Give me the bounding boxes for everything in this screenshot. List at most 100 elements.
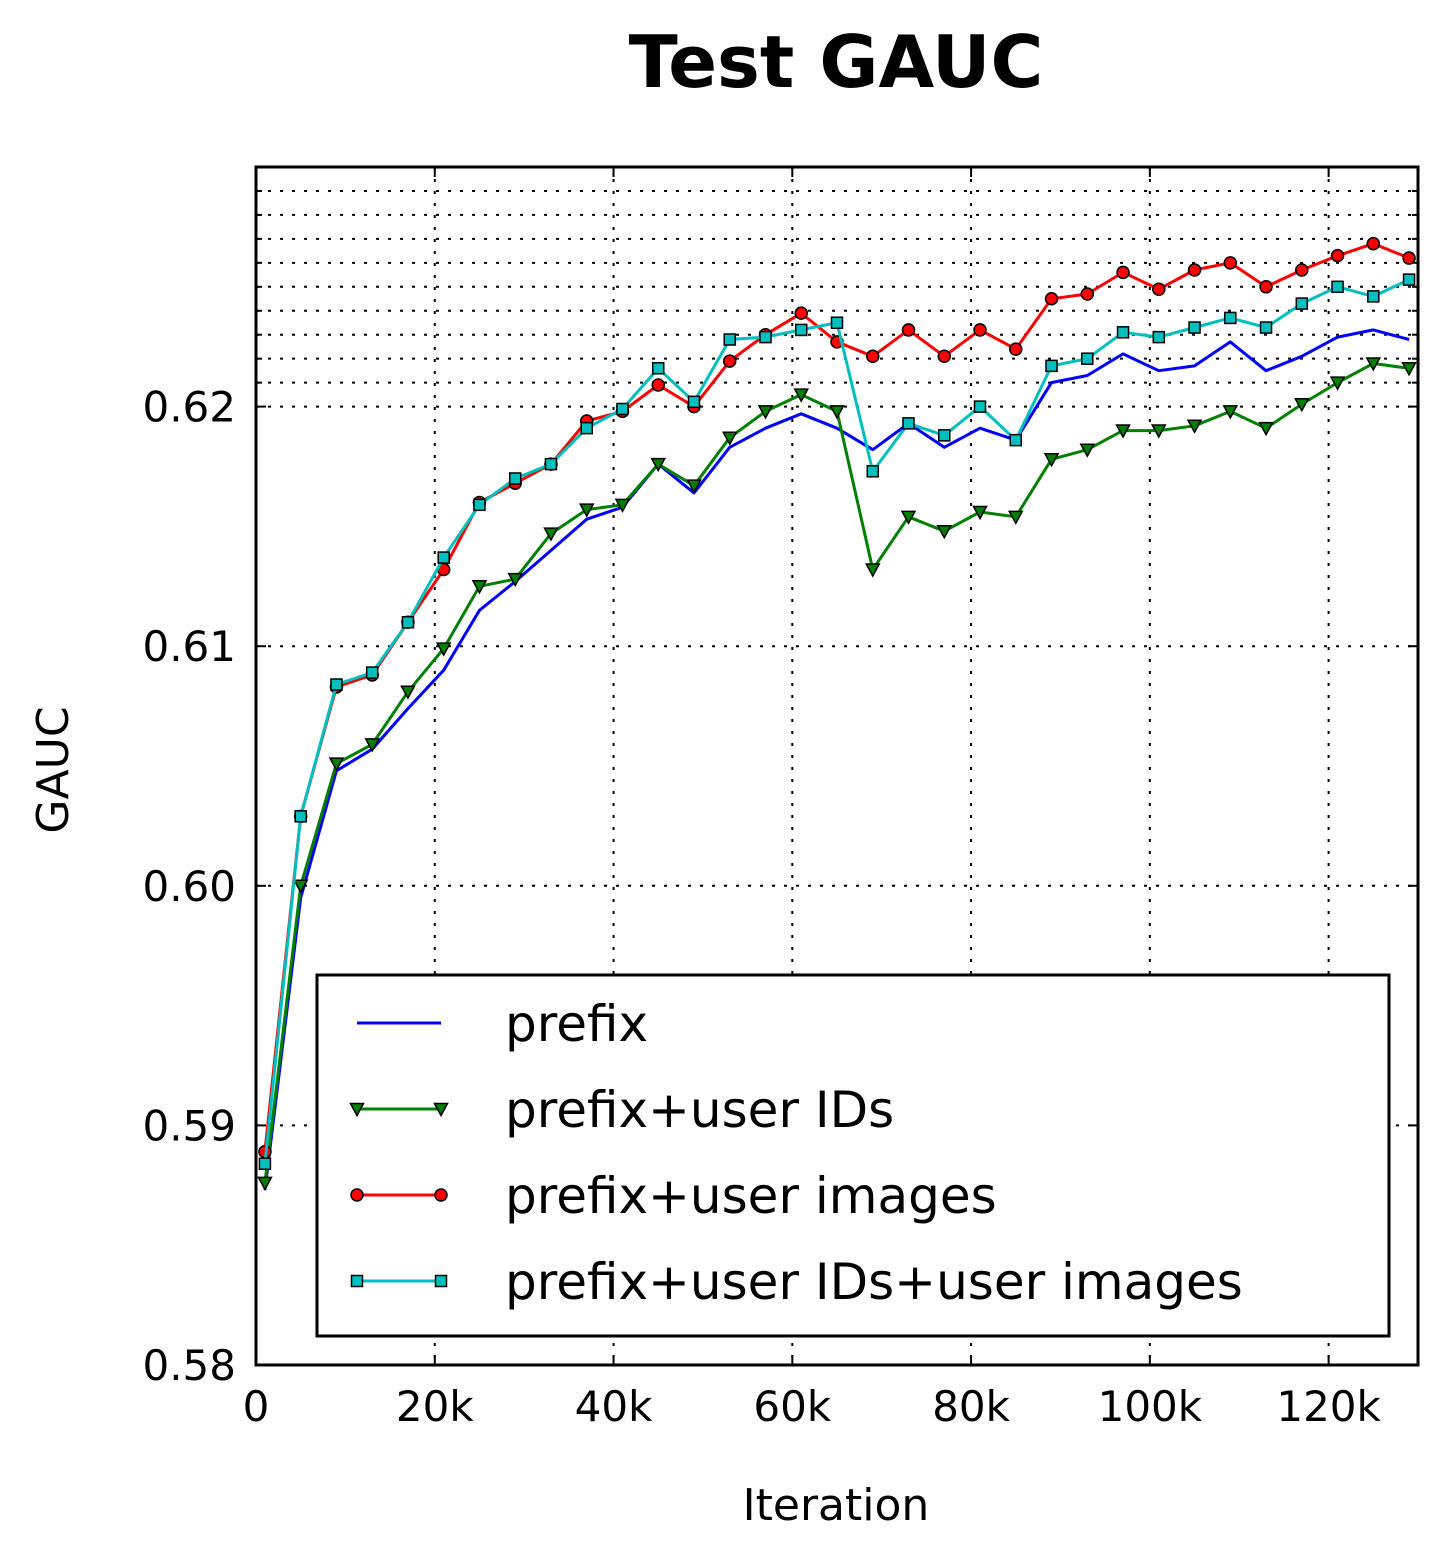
data-point bbox=[1186, 419, 1203, 434]
data-point bbox=[721, 431, 738, 446]
x-tick-label: 120k bbox=[1276, 1382, 1381, 1431]
data-point bbox=[723, 333, 736, 346]
legend-label: prefix+user IDs+user images bbox=[505, 1253, 1243, 1311]
data-point bbox=[937, 349, 952, 364]
legend-marker bbox=[350, 1274, 364, 1288]
legend-box bbox=[315, 973, 1391, 1338]
data-point bbox=[1009, 342, 1023, 356]
data-point bbox=[1365, 357, 1382, 372]
data-point bbox=[1295, 263, 1309, 277]
data-point bbox=[650, 457, 666, 473]
data-point bbox=[1331, 280, 1344, 294]
legend-label: prefix+user IDs bbox=[505, 1081, 894, 1139]
data-point bbox=[1366, 236, 1381, 251]
legend-item: prefix+user IDs+user images bbox=[350, 1253, 1243, 1311]
data-point bbox=[651, 378, 665, 392]
data-point bbox=[328, 757, 345, 772]
legend-marker bbox=[434, 1188, 448, 1202]
data-point bbox=[1294, 397, 1310, 413]
y-tick-label: 0.59 bbox=[142, 1101, 236, 1150]
data-point bbox=[901, 323, 916, 337]
data-point bbox=[1259, 321, 1273, 334]
data-point bbox=[1151, 424, 1167, 439]
data-point bbox=[400, 685, 416, 700]
data-point bbox=[257, 1176, 273, 1191]
data-point bbox=[1224, 311, 1237, 325]
data-point bbox=[829, 405, 845, 420]
data-point bbox=[507, 572, 523, 588]
data-point bbox=[294, 810, 307, 823]
data-point bbox=[1116, 265, 1130, 280]
data-point bbox=[794, 306, 808, 320]
data-point bbox=[401, 615, 415, 629]
data-point bbox=[900, 510, 917, 525]
chart-title: Test GAUC bbox=[629, 20, 1044, 104]
data-point bbox=[1223, 256, 1238, 270]
data-point bbox=[365, 666, 379, 679]
data-point bbox=[578, 503, 595, 518]
data-point bbox=[757, 405, 774, 420]
data-point bbox=[687, 395, 701, 409]
data-point bbox=[616, 402, 629, 416]
y-axis-label: GAUC bbox=[28, 706, 79, 833]
data-point bbox=[1188, 321, 1201, 334]
x-tick-label: 40k bbox=[575, 1382, 653, 1431]
data-point bbox=[1009, 433, 1023, 447]
data-point bbox=[1044, 292, 1059, 306]
data-point bbox=[1402, 251, 1416, 265]
data-point bbox=[1045, 359, 1058, 373]
x-tick-label: 80k bbox=[932, 1382, 1010, 1431]
data-point bbox=[936, 524, 953, 540]
data-point bbox=[1115, 424, 1131, 439]
data-point bbox=[364, 738, 380, 753]
data-point bbox=[508, 472, 522, 485]
legend-item: prefix+user IDs bbox=[349, 1081, 894, 1139]
data-point bbox=[1081, 352, 1094, 365]
legend-marker bbox=[349, 1102, 365, 1118]
data-point bbox=[902, 417, 915, 430]
data-point bbox=[686, 479, 702, 494]
data-point bbox=[435, 642, 452, 657]
data-point bbox=[258, 1157, 272, 1170]
data-point bbox=[1080, 287, 1095, 301]
data-point bbox=[330, 678, 343, 691]
legend-marker bbox=[350, 1188, 364, 1202]
series-1 bbox=[263, 328, 1410, 1191]
ticks: 0 20k 40k 60k 80k 100k 120k 0.58 0.59 0.60 0.61 0.6… bbox=[142, 167, 1418, 1431]
x-tick-label: 20k bbox=[396, 1382, 474, 1431]
data-point bbox=[1152, 282, 1166, 296]
data-point bbox=[471, 580, 488, 595]
data-point bbox=[1079, 443, 1096, 458]
series-layer bbox=[257, 236, 1417, 1191]
data-point bbox=[973, 323, 987, 337]
data-point bbox=[437, 551, 450, 564]
y-tick-label: 0.60 bbox=[142, 862, 236, 911]
data-point bbox=[794, 323, 808, 337]
data-point bbox=[1116, 326, 1130, 339]
data-point bbox=[972, 505, 988, 521]
x-axis-label: Iteration bbox=[743, 1480, 930, 1531]
data-point bbox=[543, 527, 559, 542]
data-point bbox=[292, 879, 309, 894]
series-line bbox=[263, 328, 1410, 1191]
series-4 bbox=[258, 273, 1416, 1170]
data-point bbox=[722, 354, 737, 368]
legend: prefix prefix+user IDs prefix+user images p… bbox=[315, 973, 1391, 1338]
data-point bbox=[1367, 290, 1380, 303]
data-point bbox=[651, 362, 665, 375]
legend-label: prefix+user images bbox=[505, 1167, 997, 1225]
data-point bbox=[830, 316, 844, 329]
data-point bbox=[1330, 248, 1345, 263]
data-point bbox=[1008, 510, 1024, 525]
data-point bbox=[864, 563, 881, 578]
data-point bbox=[1401, 362, 1417, 377]
y-tick-label: 0.58 bbox=[142, 1341, 236, 1390]
data-point bbox=[580, 421, 593, 435]
data-point bbox=[759, 330, 772, 344]
y-tick-label: 0.62 bbox=[142, 383, 236, 432]
data-point bbox=[614, 498, 631, 513]
data-point bbox=[973, 400, 987, 413]
data-point bbox=[1152, 330, 1166, 344]
data-point bbox=[473, 498, 486, 512]
data-point bbox=[1259, 280, 1273, 294]
